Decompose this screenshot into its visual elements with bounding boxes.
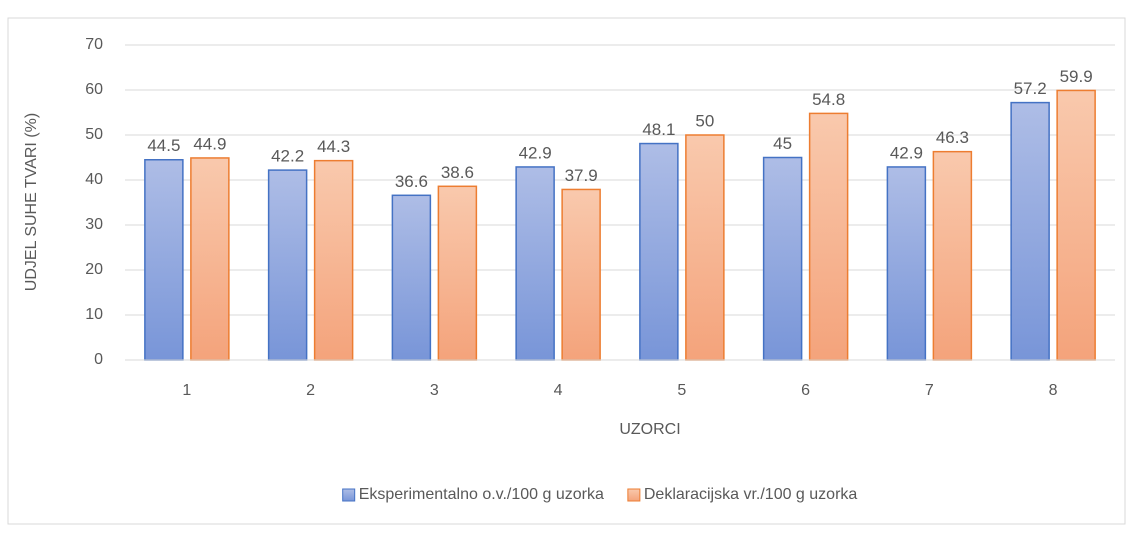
- data-label: 59.9: [1060, 67, 1093, 86]
- bar: [267, 169, 308, 361]
- x-tick-label: 8: [1049, 382, 1058, 399]
- y-tick-label: 60: [85, 81, 103, 98]
- data-label: 42.2: [271, 147, 304, 166]
- y-tick-label: 20: [85, 261, 103, 278]
- bar: [1010, 101, 1050, 361]
- data-label: 44.9: [193, 134, 226, 153]
- bar: [561, 188, 601, 361]
- bar: [515, 166, 555, 361]
- x-tick-label: 2: [306, 382, 315, 399]
- x-tick-label: 5: [677, 382, 686, 399]
- x-tick-label: 6: [801, 382, 810, 399]
- y-tick-label: 40: [85, 171, 103, 188]
- data-label: 57.2: [1014, 79, 1047, 98]
- bar: [190, 157, 230, 361]
- data-label: 44.5: [147, 136, 180, 155]
- x-axis-title: UZORCI: [619, 421, 680, 438]
- data-label: 46.3: [936, 128, 969, 147]
- legend-label: Deklaracijska vr./100 g uzorka: [644, 486, 858, 503]
- y-axis-title: UDJEL SUHE TVARI (%): [23, 113, 40, 291]
- y-tick-label: 70: [85, 36, 103, 53]
- bar: [762, 156, 803, 361]
- x-tick-label: 1: [182, 382, 191, 399]
- legend-swatch: [342, 488, 356, 502]
- bar: [808, 112, 849, 361]
- y-tick-label: 30: [85, 216, 103, 233]
- data-label: 36.6: [395, 172, 428, 191]
- y-tick-label: 50: [85, 126, 103, 143]
- bar: [313, 159, 354, 361]
- bar: [639, 142, 679, 361]
- bar: [391, 194, 432, 361]
- bar: [437, 185, 478, 361]
- x-tick-label: 7: [925, 382, 934, 399]
- bar: [1056, 89, 1096, 361]
- data-label: 38.6: [441, 163, 474, 182]
- legend-item: Eksperimentalno o.v./100 g uzorka: [342, 486, 604, 503]
- x-tick-label: 4: [554, 382, 563, 399]
- data-label: 50: [695, 111, 714, 130]
- legend-item: Deklaracijska vr./100 g uzorka: [627, 486, 858, 503]
- data-label: 44.3: [317, 137, 350, 156]
- legend-label: Eksperimentalno o.v./100 g uzorka: [359, 486, 604, 503]
- data-label: 42.9: [519, 143, 552, 162]
- legend-swatch: [627, 488, 641, 502]
- data-label: 48.1: [642, 120, 675, 139]
- y-tick-label: 0: [94, 351, 103, 368]
- data-label: 42.9: [890, 143, 923, 162]
- data-label: 54.8: [812, 90, 845, 109]
- bar: [932, 150, 973, 361]
- bar: [144, 159, 184, 361]
- bar: [685, 134, 725, 361]
- y-tick-label: 10: [85, 306, 103, 323]
- x-tick-label: 3: [430, 382, 439, 399]
- data-label: 37.9: [565, 166, 598, 185]
- bar: [886, 166, 927, 361]
- data-label: 45: [773, 134, 792, 153]
